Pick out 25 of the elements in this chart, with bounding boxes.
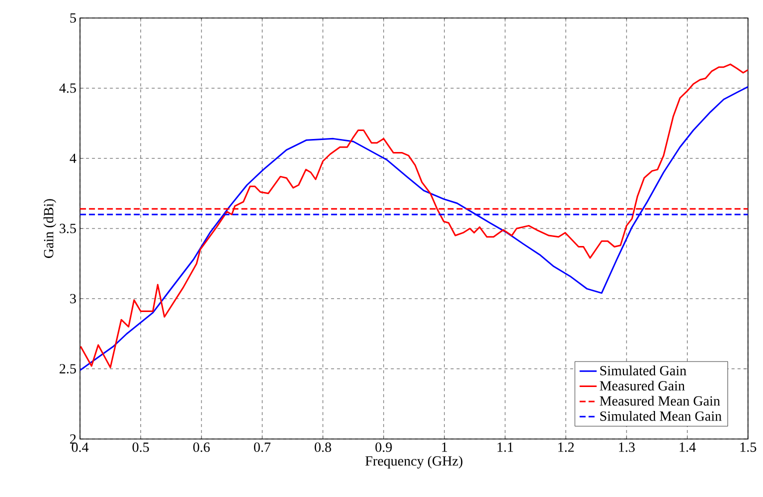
- y-tick-label: 3.5: [60, 224, 76, 234]
- x-tick-label: 1.2: [558, 442, 574, 452]
- x-tick-label: 1.1: [498, 442, 513, 452]
- legend-label: Measured Gain: [600, 380, 685, 391]
- legend-label: Simulated Mean Gain: [600, 411, 722, 421]
- x-tick-label: 1.3: [619, 442, 635, 452]
- x-tick-label: 0.6: [193, 442, 210, 452]
- legend-label: Simulated Gain: [600, 366, 686, 376]
- x-tick-label: 0.4: [72, 442, 89, 452]
- x-tick-label: 1.5: [740, 442, 756, 452]
- y-tick-label: 4.5: [59, 83, 76, 93]
- y-axis-title: Gain (dBi): [44, 199, 56, 258]
- legend-label: Measured Mean Gain: [600, 396, 720, 406]
- x-tick-label: 1.4: [680, 442, 696, 452]
- y-tick-label: 5: [70, 13, 76, 23]
- y-tick-label: 2: [70, 434, 76, 444]
- x-tick-label: 0.5: [132, 442, 149, 452]
- x-tick-label: 0.8: [314, 442, 332, 452]
- y-tick-label: 2.5: [60, 364, 76, 374]
- y-tick-label: 3: [70, 294, 76, 304]
- x-axis-title: Frequency (GHz): [365, 456, 462, 469]
- x-tick-label: 0.9: [375, 442, 392, 452]
- x-tick-label: 1: [442, 442, 448, 452]
- y-tick-label: 4: [70, 154, 76, 163]
- x-tick-label: 0.7: [254, 442, 271, 452]
